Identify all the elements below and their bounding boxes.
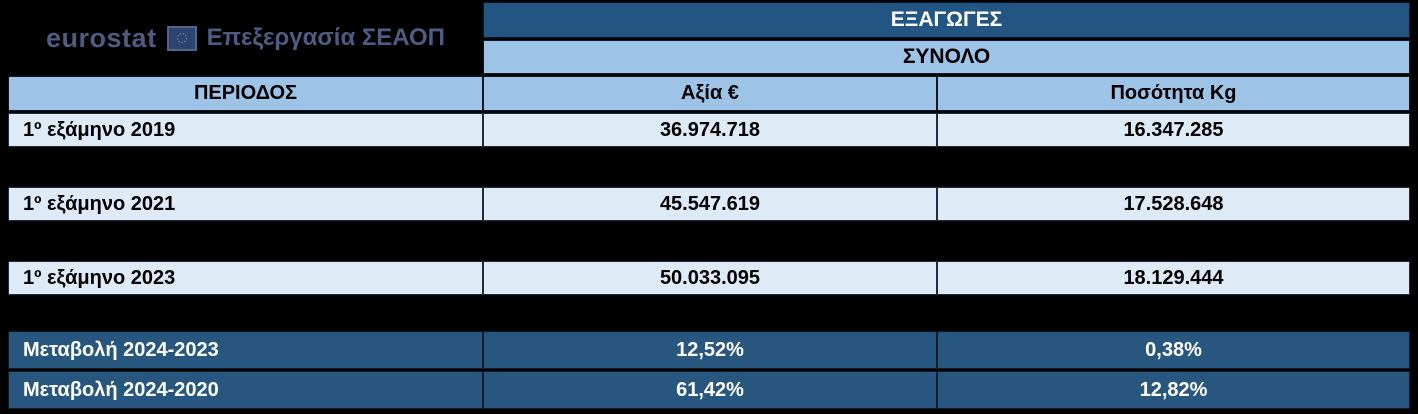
eurostat-logo: eurostat Επεξεργασία ΣΕΑΟΠ <box>8 2 483 74</box>
table-row: 1º εξάμηνο 2023 50.033.095 18.129.444 <box>8 261 1410 295</box>
quantity-cell: 18.129.444 <box>937 261 1410 295</box>
period-column-header: ΠΕΡΙΟΔΟΣ <box>8 76 483 111</box>
table-row: 1º εξάμηνο 2019 36.974.718 16.347.285 <box>8 113 1410 147</box>
period-cell: 1º εξάμηνο 2021 <box>8 187 483 221</box>
quantity-cell: 17.528.648 <box>937 187 1410 221</box>
period-cell: 1º εξάμηνο 2023 <box>8 261 483 295</box>
total-subtitle: ΣΥΝΟΛΟ <box>483 40 1410 74</box>
spacer-row <box>8 295 1410 329</box>
logo-note-text: Επεξεργασία ΣΕΑΟΠ <box>206 24 445 51</box>
exports-title: ΕΞΑΓΩΓΕΣ <box>483 2 1410 38</box>
value-column-header: Αξία € <box>483 76 937 111</box>
exports-table: eurostat Επεξεργασία ΣΕΑΟΠ ΕΞΑΓΩΓΕΣ ΣΥΝΟ… <box>8 2 1410 409</box>
change-row: Μεταβολή 2024-2020 61,42% 12,82% <box>8 371 1410 409</box>
table-header-zone: eurostat Επεξεργασία ΣΕΑΟΠ ΕΞΑΓΩΓΕΣ ΣΥΝΟ… <box>8 2 1410 74</box>
column-header-row: ΠΕΡΙΟΔΟΣ Αξία € Ποσότητα Kg <box>8 76 1410 111</box>
table-row: 1º εξάμηνο 2021 45.547.619 17.528.648 <box>8 187 1410 221</box>
quantity-cell: 16.347.285 <box>937 113 1410 147</box>
period-cell: Μεταβολή 2024-2023 <box>8 331 483 369</box>
value-cell: 12,52% <box>483 331 937 369</box>
quantity-cell: 0,38% <box>937 331 1410 369</box>
value-cell: 50.033.095 <box>483 261 937 295</box>
value-cell: 61,42% <box>483 371 937 409</box>
eurostat-brand-text: eurostat <box>46 22 157 53</box>
quantity-column-header: Ποσότητα Kg <box>937 76 1410 111</box>
eu-flag-icon <box>166 25 197 51</box>
period-cell: 1º εξάμηνο 2019 <box>8 113 483 147</box>
value-cell: 36.974.718 <box>483 113 937 147</box>
change-row: Μεταβολή 2024-2023 12,52% 0,38% <box>8 331 1410 369</box>
spacer-row <box>8 147 1410 185</box>
value-cell: 45.547.619 <box>483 187 937 221</box>
spacer-row <box>8 221 1410 259</box>
quantity-cell: 12,82% <box>937 371 1410 409</box>
exports-header-stack: ΕΞΑΓΩΓΕΣ ΣΥΝΟΛΟ <box>483 2 1410 74</box>
period-cell: Μεταβολή 2024-2020 <box>8 371 483 409</box>
